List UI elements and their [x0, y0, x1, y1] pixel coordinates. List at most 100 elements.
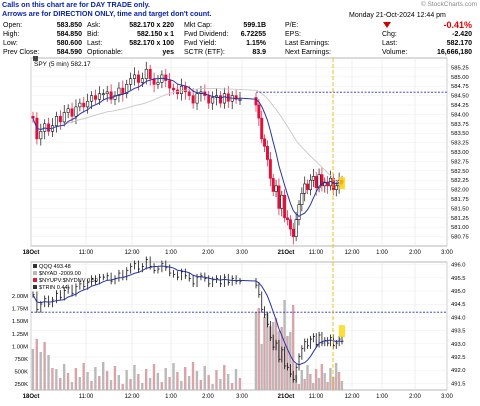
- quote-value: 582.170 x 220: [129, 22, 174, 29]
- quote-value: yes: [162, 49, 174, 56]
- last-price-marker: [339, 325, 345, 338]
- y-tick-label: 492.5: [451, 355, 466, 361]
- volume-bar: [271, 322, 275, 390]
- volume-bar: [156, 373, 160, 390]
- x-tick-label: 11:00: [79, 394, 94, 400]
- volume-bar: [274, 318, 278, 390]
- quote-value: 16,666,180: [436, 49, 472, 56]
- volume-bar: [121, 384, 124, 390]
- quote-row: Low: 580.600 Last: 582.170 x 100 Fwd Yie…: [0, 39, 480, 48]
- candle-body: [260, 117, 264, 140]
- x-tick-label: 12:00: [124, 250, 140, 256]
- volume-bar: [263, 317, 266, 390]
- volume-bar: [164, 368, 167, 390]
- quote-value: 584.590: [56, 49, 82, 56]
- volume-bar: [148, 378, 152, 390]
- chart-type-icon: [33, 56, 38, 61]
- candle-body: [286, 217, 290, 220]
- y-tick-label: 582.50: [451, 169, 469, 175]
- candle-body: [66, 108, 70, 113]
- candle-body: [78, 102, 82, 108]
- volume-bar: [254, 312, 258, 390]
- x-tick-label: 3:00: [441, 250, 453, 256]
- volume-bar: [266, 313, 269, 390]
- volume-bar: [82, 363, 85, 390]
- volume-bar: [238, 378, 242, 390]
- spy-panel: 18Oct 11:00 12:00 1:00 2:00 3:00 21Oct 11:00 12:…: [23, 56, 469, 256]
- candle-body: [164, 74, 168, 81]
- last-price-marker: [339, 177, 345, 190]
- candle-body: [31, 115, 35, 119]
- y-tick-label: 580.75: [451, 235, 469, 241]
- candle-body: [311, 176, 315, 181]
- quote-value: 6.72255: [240, 31, 266, 38]
- candle-body: [222, 93, 226, 104]
- spy-title: SPY (5 min) 582.17: [34, 61, 91, 68]
- brand-label: © StockCharts.com: [420, 1, 477, 8]
- candle-body: [317, 174, 321, 189]
- volume-bar: [39, 352, 42, 390]
- candle-body: [82, 102, 86, 108]
- volume-bar: [230, 383, 234, 390]
- legend-swatch: [33, 285, 37, 289]
- candle-body: [179, 85, 183, 95]
- candle-body: [148, 68, 152, 79]
- volume-bar: [66, 373, 70, 390]
- x-tick-label: 21Oct: [278, 394, 295, 400]
- x-tick-label: 2:00: [202, 250, 214, 256]
- x-tick-label: 3:00: [236, 394, 248, 400]
- candle-body: [113, 95, 117, 100]
- volume-bar: [300, 370, 303, 390]
- volume-bar: [184, 367, 187, 390]
- candle-body: [300, 193, 304, 205]
- candle-body: [93, 95, 97, 100]
- volume-bar: [55, 369, 58, 390]
- quote-value: 580.600: [56, 40, 82, 47]
- x-tick-label: 11:00: [309, 250, 324, 256]
- x-tick-label: 2:00: [202, 394, 214, 400]
- legend-label: QQQ 493.48: [39, 264, 71, 270]
- volume-bar: [309, 374, 312, 390]
- volume-bar: [195, 371, 199, 390]
- x-tick-label: 12:00: [344, 394, 360, 400]
- y-tick-label: 583.75: [451, 122, 469, 128]
- quote-label: Last:: [87, 40, 103, 47]
- legend-label: $TRIN 0.44: [39, 285, 68, 291]
- volume-bar: [144, 369, 148, 390]
- volume-bar: [94, 367, 97, 390]
- quote-label: Mkt Cap:: [184, 22, 213, 29]
- quote-value: 582.170 x 100: [129, 40, 174, 47]
- candle-body: [257, 104, 261, 119]
- volume-bar: [35, 339, 39, 390]
- volume-bar: [269, 326, 272, 390]
- volume-bar: [260, 344, 263, 390]
- candle-body: [218, 95, 222, 104]
- candle-body: [308, 179, 312, 190]
- note-line-1: Calls on this chart are for DAY TRADE on…: [2, 0, 151, 9]
- volume-bar: [102, 362, 105, 390]
- candle-body: [280, 194, 284, 209]
- volume-bar: [207, 375, 210, 390]
- x-tick-label: 18Oct: [23, 250, 40, 256]
- y-tick-label: 495.5: [451, 276, 466, 282]
- volume-bar: [180, 381, 183, 390]
- candle-body: [211, 97, 215, 104]
- volume-bar: [191, 362, 195, 390]
- volume-tick-label: 750K: [14, 357, 28, 363]
- volume-bar: [289, 332, 292, 390]
- y-tick-label: 494.5: [451, 302, 466, 308]
- candle-body: [105, 91, 109, 95]
- candle-body: [207, 95, 211, 104]
- qqq-moving-average: [32, 265, 343, 366]
- quote-label: Low:: [3, 40, 18, 47]
- y-tick-label: 583.50: [451, 131, 469, 137]
- quote-value: 584.850: [56, 31, 82, 38]
- candle-body: [238, 99, 242, 101]
- candle-body: [291, 228, 295, 237]
- quote-label: Open:: [3, 22, 23, 29]
- candle-body: [191, 95, 195, 104]
- change-percent: -0.41%: [443, 20, 472, 30]
- y-tick-label: 493.5: [451, 329, 466, 335]
- y-tick-label: 496.0: [451, 263, 466, 269]
